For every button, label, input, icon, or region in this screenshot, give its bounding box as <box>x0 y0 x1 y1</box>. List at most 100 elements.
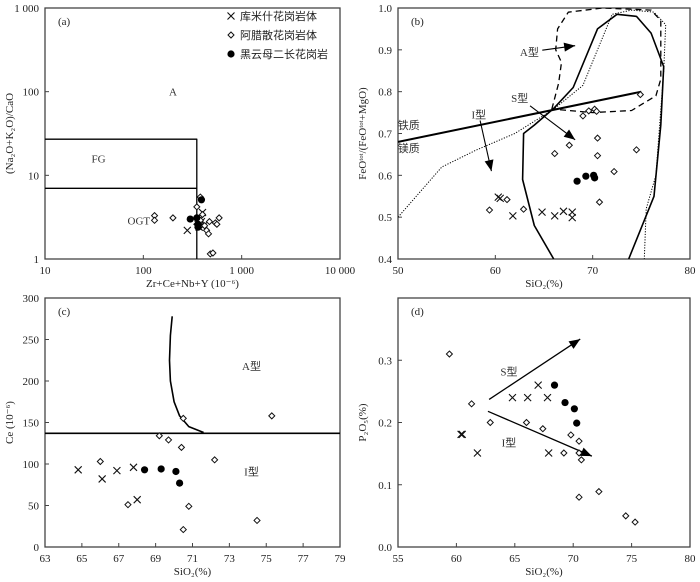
panel-label: (c) <box>58 306 71 318</box>
x-tick-label: 65 <box>76 553 88 565</box>
region-label: OGT <box>128 215 151 227</box>
data-point-diamond <box>592 107 601 116</box>
plot-area <box>398 8 667 259</box>
data-point-cross <box>568 213 577 222</box>
series-dot <box>573 171 599 185</box>
y-tick-label: 50 <box>28 501 40 513</box>
series-diamond <box>150 193 223 258</box>
data-point-diamond <box>209 249 217 257</box>
plot-area <box>445 338 639 526</box>
data-point-diamond <box>503 195 511 204</box>
legend-label: 黑云母二长花岗岩 <box>240 47 328 61</box>
x-tick-label: 75 <box>626 553 638 565</box>
arrow-head <box>580 447 592 457</box>
data-point-cross <box>543 393 552 402</box>
plot-area <box>45 138 223 259</box>
plot-frame <box>397 297 691 548</box>
data-point-diamond <box>227 31 235 39</box>
data-point-dot <box>573 177 581 185</box>
y-tick-label: 100 <box>23 87 40 99</box>
y-tick-label: 0.7 <box>378 129 392 141</box>
y-tick-label: 0.3 <box>378 355 392 367</box>
series-cross <box>457 381 553 457</box>
data-point-diamond <box>253 516 261 525</box>
x-tick-label: 10 <box>40 265 52 277</box>
y-tick-label: 0.5 <box>378 212 392 224</box>
arrow-head <box>563 42 576 52</box>
data-point-diamond <box>210 456 219 464</box>
data-point-dot <box>175 479 184 487</box>
legend-label: 阿腊散花岗岩体 <box>240 28 317 42</box>
data-point-diamond <box>124 500 132 509</box>
y-tick-label: 300 <box>23 293 40 305</box>
panel-label: (a) <box>58 16 71 28</box>
data-point-diamond <box>575 437 583 445</box>
data-point-cross <box>496 194 505 203</box>
data-point-diamond <box>522 418 531 427</box>
data-point-diamond <box>565 141 574 149</box>
data-point-dot <box>570 405 578 413</box>
data-point-diamond <box>632 146 641 154</box>
plot-frame <box>44 7 341 260</box>
data-point-cross <box>538 208 546 217</box>
x-axis-title: SiO₂(%) <box>525 278 563 290</box>
x-tick-label: 73 <box>224 553 236 565</box>
data-point-diamond <box>164 436 173 444</box>
data-point-diamond <box>467 400 476 408</box>
x-tick-label: 50 <box>393 265 405 277</box>
boundary-line <box>45 138 198 259</box>
data-point-diamond <box>198 210 207 219</box>
x-axis-title: SiO₂(%) <box>174 566 212 578</box>
data-point-diamond <box>169 214 177 222</box>
y-axis-title: FeOᵗᵒᵗ/(FeOᵗᵒᵗ+MgO) <box>357 87 369 180</box>
boundary-line <box>521 13 665 259</box>
series-diamond <box>485 90 645 214</box>
region-label: A型 <box>242 359 261 373</box>
data-point-cross <box>458 430 467 439</box>
data-point-diamond <box>550 149 559 158</box>
data-point-diamond <box>593 134 602 142</box>
data-point-cross <box>550 212 559 220</box>
x-axis-title: SiO₂(%) <box>525 566 563 578</box>
data-point-diamond <box>486 418 494 427</box>
data-point-diamond <box>585 107 593 115</box>
data-point-diamond <box>595 487 603 496</box>
region-label: I型 <box>471 108 486 122</box>
data-point-dot <box>172 467 180 476</box>
y-tick-label: 0.8 <box>378 87 392 99</box>
series-dot <box>186 196 206 231</box>
data-point-diamond <box>622 512 630 520</box>
y-tick-label: 0.1 <box>378 480 392 492</box>
data-point-dot <box>193 214 201 222</box>
region-label: S型 <box>500 364 517 378</box>
x-tick-label: 100 <box>135 265 152 277</box>
x-tick-label: 70 <box>587 265 599 277</box>
data-point-diamond <box>631 518 639 526</box>
x-tick-label: 55 <box>393 553 405 565</box>
x-tick-label: 69 <box>150 553 162 565</box>
arrow-head <box>563 129 576 140</box>
arrow-head <box>484 159 494 172</box>
y-tick-label: 0.6 <box>378 170 392 182</box>
plot-area <box>45 316 340 534</box>
data-point-cross <box>559 207 568 216</box>
data-point-diamond <box>560 449 568 457</box>
data-point-dot <box>157 465 165 473</box>
y-tick-label: 1 000 <box>14 3 39 15</box>
data-point-cross <box>133 495 142 504</box>
data-point-cross <box>227 12 235 20</box>
data-point-dot <box>186 215 194 223</box>
data-point-diamond <box>595 198 604 206</box>
data-point-dot <box>194 223 202 231</box>
series-cross <box>494 193 577 222</box>
data-point-cross <box>98 475 107 483</box>
data-point-diamond <box>636 90 645 99</box>
x-tick-label: 10 000 <box>325 265 356 277</box>
y-tick-label: 250 <box>23 335 40 347</box>
data-point-dot <box>197 196 206 204</box>
region-label: A <box>169 87 177 99</box>
x-tick-label: 65 <box>509 553 521 565</box>
data-point-cross <box>74 465 83 474</box>
y-tick-label: 200 <box>23 376 40 388</box>
data-point-cross <box>544 449 553 457</box>
